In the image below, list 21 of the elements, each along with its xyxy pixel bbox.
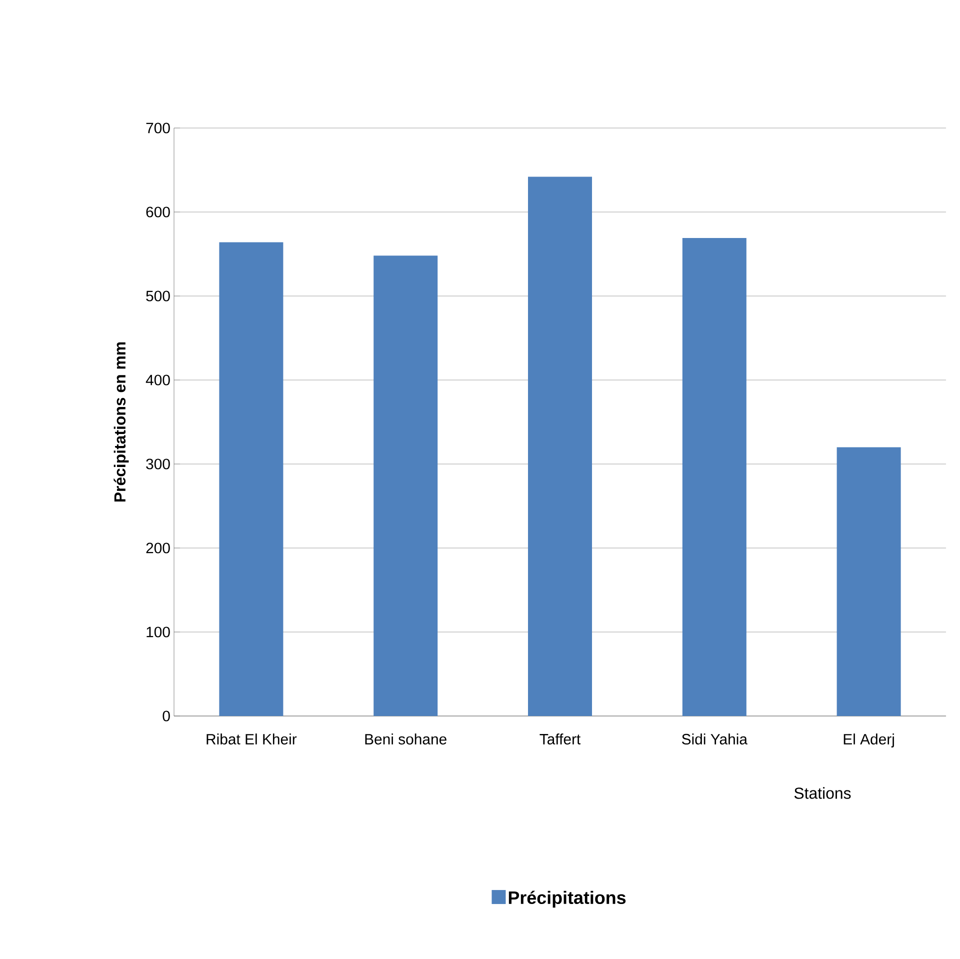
x-tick-label: El Aderj bbox=[844, 734, 894, 748]
y-tick-label: 100 bbox=[146, 626, 170, 638]
legend-label: Précipitations bbox=[508, 890, 626, 908]
y-tick-label: 200 bbox=[146, 542, 170, 554]
x-tick-label: Ribat El Kheir bbox=[206, 734, 297, 744]
bar bbox=[528, 176, 592, 716]
y-tick-label: 0 bbox=[162, 710, 170, 722]
bar bbox=[374, 256, 438, 716]
x-tick-label: Sidi Yahia bbox=[682, 734, 748, 744]
y-tick-label: 600 bbox=[146, 206, 170, 218]
y-axis-title: Précipitations en mm bbox=[114, 342, 129, 502]
bar bbox=[219, 242, 284, 716]
y-tick-label: 700 bbox=[146, 122, 170, 134]
y-tick-label: 400 bbox=[146, 374, 170, 386]
x-tick-label: Beni sohane bbox=[365, 734, 446, 744]
x-axis-title: Stations bbox=[794, 787, 851, 799]
y-tick-label: 500 bbox=[146, 290, 170, 302]
bar bbox=[682, 238, 746, 716]
y-tick-label: 300 bbox=[146, 458, 170, 470]
bar bbox=[836, 447, 901, 716]
x-tick-label: Taffert bbox=[540, 734, 581, 744]
